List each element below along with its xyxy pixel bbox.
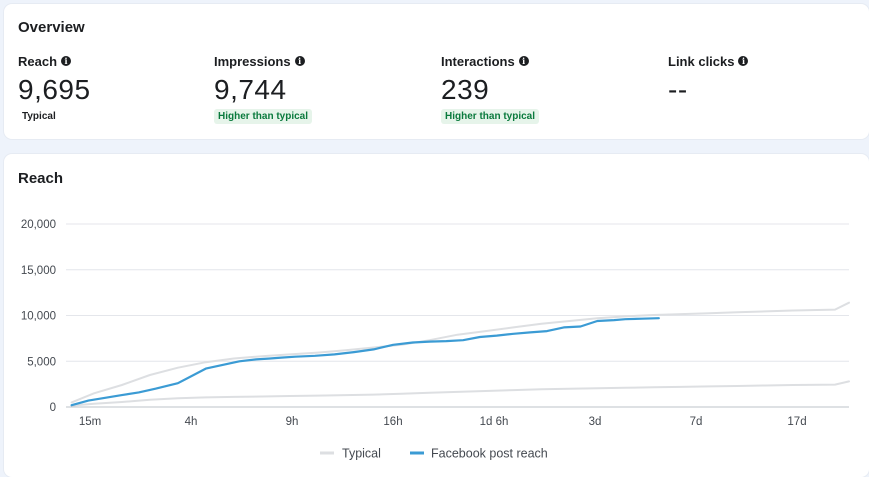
- metric-value: 9,744: [214, 74, 287, 105]
- metric-impressions: Impressions i 9,744 Higher than typical: [214, 53, 313, 124]
- x-tick-label: 1d 6h: [480, 416, 509, 428]
- series-line-facebook-post-reach: [70, 317, 660, 407]
- metric-label: Link clicks: [668, 53, 735, 69]
- info-icon[interactable]: i: [61, 56, 72, 66]
- series-line-typical: [70, 380, 850, 407]
- status-badge: Higher than typical: [214, 109, 313, 124]
- legend-label-facebook-post-reach: Facebook post reach: [431, 447, 548, 461]
- x-tick-label: 9h: [286, 416, 299, 428]
- x-tick-label: 16h: [383, 416, 402, 428]
- x-tick-label: 15m: [79, 416, 101, 428]
- metric-label: Impressions: [214, 53, 291, 69]
- reach-card: 0 5,000 10,000 15,000 20,000 15m 4h 9h 16h 1d 6h 3…: [4, 154, 869, 477]
- info-icon[interactable]: i: [518, 56, 529, 66]
- x-tick-label: 3d: [589, 416, 602, 428]
- chart-title: Reach: [18, 170, 64, 187]
- y-tick-label: 10,000: [21, 311, 56, 323]
- status-badge: Higher than typical: [441, 109, 540, 124]
- metric-label: Interactions: [441, 53, 515, 69]
- x-tick-label: 4h: [185, 416, 198, 428]
- x-tick-label: 17d: [787, 416, 806, 428]
- overview-card: Overview Reach i 9,695 Typical Impressio…: [4, 4, 869, 139]
- metric-value: --: [668, 74, 688, 105]
- metric-interactions: Interactions i 239 Higher than typical: [441, 53, 540, 124]
- y-tick-label: 0: [50, 402, 56, 414]
- legend-label-typical: Typical: [342, 447, 381, 461]
- metric-value: 9,695: [18, 74, 91, 105]
- metric-link-clicks: Link clicks i --: [668, 53, 749, 105]
- metric-label: Reach: [18, 53, 58, 69]
- y-tick-label: 15,000: [21, 265, 56, 277]
- metric-reach: Reach i 9,695 Typical: [18, 53, 91, 124]
- x-tick-label: 7d: [690, 416, 703, 428]
- reach-chart: 0 5,000 10,000 15,000 20,000 15m 4h 9h 16h 1d 6h 3…: [21, 219, 850, 461]
- info-icon[interactable]: i: [294, 56, 305, 66]
- series-line-typical: [70, 301, 850, 404]
- info-icon[interactable]: i: [738, 56, 749, 66]
- y-tick-label: 5,000: [27, 356, 56, 368]
- overview-title: Overview: [18, 19, 85, 36]
- y-tick-label: 20,000: [21, 219, 56, 231]
- metric-value: 239: [441, 74, 490, 105]
- status-badge: Typical: [22, 111, 56, 122]
